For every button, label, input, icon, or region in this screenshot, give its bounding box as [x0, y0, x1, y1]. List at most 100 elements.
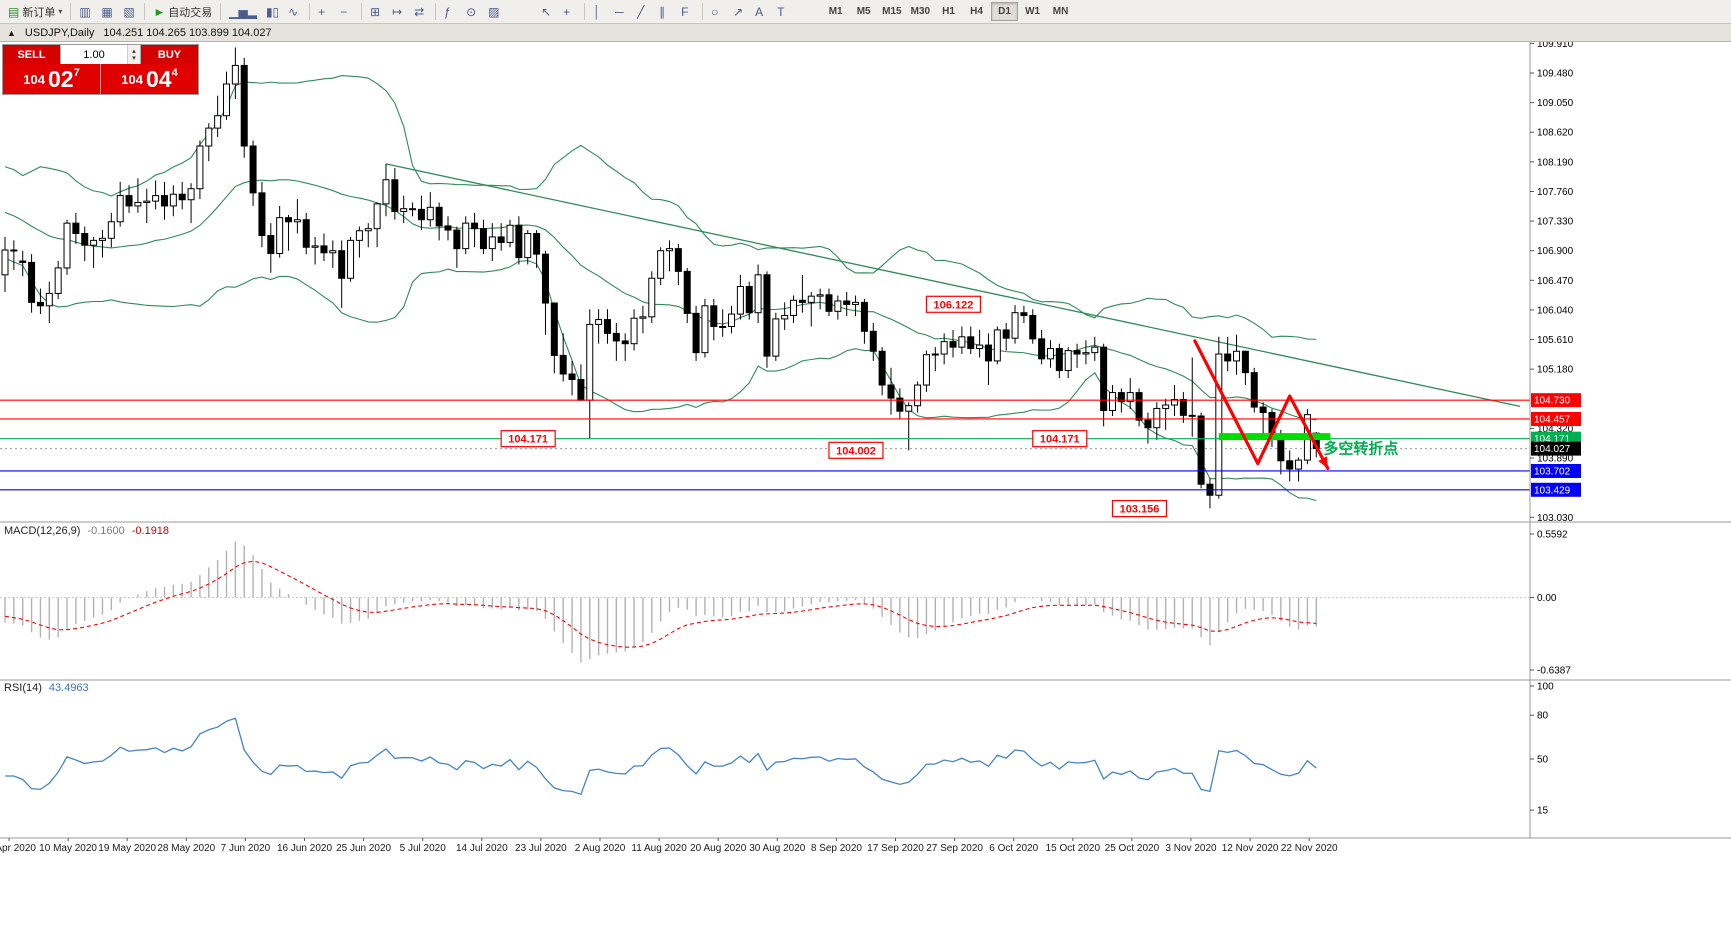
svg-text:25 Jun 2020: 25 Jun 2020: [336, 843, 391, 854]
text-icon: A: [755, 4, 764, 19]
buy-button[interactable]: BUY: [141, 45, 198, 64]
chart-canvas[interactable]: 109.910 109.480 109.050 108.620 108.190 107.7…: [0, 42, 1731, 944]
text-button[interactable]: A: [751, 2, 772, 22]
zigzag-arrow-annotation[interactable]: [1193, 339, 1330, 470]
svg-text:7 Jun 2020: 7 Jun 2020: [221, 843, 271, 854]
macd-value-signal: -0.1918: [131, 525, 170, 537]
zoom-in-icon: +: [318, 4, 326, 19]
svg-text:20 Aug 2020: 20 Aug 2020: [690, 843, 747, 854]
candlestick-chart-button[interactable]: ▮▯: [262, 2, 283, 22]
shapes-button[interactable]: ○: [707, 2, 728, 22]
line-chart-button[interactable]: ∿: [284, 2, 305, 22]
volume-down-icon[interactable]: ▾: [132, 54, 136, 62]
price-callout-boxes[interactable]: 106.122 104.171 104.002 104.171 103.156: [500, 295, 1168, 518]
buy-price[interactable]: 104 04 4: [101, 64, 198, 94]
volume-up-icon[interactable]: ▴: [132, 47, 136, 55]
svg-text:104.730: 104.730: [1534, 396, 1571, 407]
svg-text:104.171: 104.171: [508, 434, 548, 446]
rsi-value: 43.4963: [48, 682, 89, 694]
auto-trading-button[interactable]: ► 自动交易: [149, 2, 216, 22]
collapse-panel-icon[interactable]: ▲: [7, 27, 16, 38]
svg-text:103.702: 103.702: [1534, 466, 1571, 477]
svg-text:多空转折点: 多空转折点: [1323, 439, 1398, 457]
toolbar-separator: [584, 3, 586, 20]
bar-chart-button[interactable]: ▁▅▂: [225, 2, 261, 22]
timeframe-d1-button[interactable]: D1: [991, 2, 1019, 21]
candlestick-chart-icon: ▮▯: [265, 4, 280, 19]
new-order-icon: ▤: [8, 4, 20, 19]
svg-text:106.122: 106.122: [934, 299, 974, 311]
arrows-button[interactable]: ↗: [729, 2, 750, 22]
timeframe-w1-button[interactable]: W1: [1019, 2, 1046, 21]
toolbar-separator: [361, 3, 363, 20]
svg-text:28 May 2020: 28 May 2020: [157, 843, 215, 854]
svg-text:15 Oct 2020: 15 Oct 2020: [1046, 843, 1101, 854]
indicators-button[interactable]: ƒ: [440, 2, 461, 22]
svg-text:14 Jul 2020: 14 Jul 2020: [456, 843, 508, 854]
auto-scroll-icon: ↦: [392, 4, 403, 19]
main-toolbar: ▤ 新订单 ▾ ▥ ▦ ▧ ► 自动交易 ▁▅▂ ▮▯ ∿ + − ⊞ ↦ ⇄ ƒ ⊙ ▨ ↖ + │ ─ ╱ ∥ F ○ ↗ A T M1…: [0, 0, 1731, 24]
volume-input[interactable]: [61, 45, 127, 64]
sell-price[interactable]: 104 02 7: [3, 64, 101, 94]
timeframe-m15-button[interactable]: M15: [878, 2, 905, 21]
zoom-in-button[interactable]: +: [314, 2, 335, 22]
svg-text:25 Oct 2020: 25 Oct 2020: [1105, 843, 1160, 854]
timeframe-m5-button[interactable]: M5: [850, 2, 877, 21]
svg-text:8 Sep 2020: 8 Sep 2020: [811, 843, 863, 854]
data-window-button[interactable]: ▦: [97, 2, 118, 22]
vertical-line-button[interactable]: │: [589, 2, 610, 22]
auto-scroll-button[interactable]: ↦: [388, 2, 409, 22]
svg-text:0.5592: 0.5592: [1537, 530, 1568, 541]
svg-text:108.620: 108.620: [1537, 128, 1574, 139]
trendline-button[interactable]: ╱: [633, 2, 654, 22]
svg-text:104.171: 104.171: [1534, 434, 1571, 445]
templates-button[interactable]: ▨: [484, 2, 505, 22]
new-order-button[interactable]: ▤ 新订单 ▾: [4, 2, 66, 22]
chart-symbol-label: USDJPY,Daily: [24, 26, 95, 39]
descending-trendline[interactable]: [385, 163, 1521, 408]
toolbar-separator: [70, 3, 72, 20]
crosshair-button[interactable]: +: [559, 2, 580, 22]
data-window-icon: ▦: [101, 4, 113, 19]
cursor-button[interactable]: ↖: [537, 2, 558, 22]
equidistant-channel-button[interactable]: ∥: [655, 2, 676, 22]
templates-icon: ▨: [488, 4, 500, 19]
sell-price-big: 104: [23, 71, 45, 87]
tile-windows-button[interactable]: ⊞: [366, 2, 387, 22]
svg-text:106.470: 106.470: [1537, 276, 1574, 287]
macd-name: MACD(12,26,9): [4, 525, 81, 537]
macd-indicator-label: MACD(12,26,9) -0.1600 -0.1918: [4, 525, 169, 537]
timeframe-h4-button[interactable]: H4: [963, 2, 990, 21]
zoom-out-button[interactable]: −: [336, 2, 357, 22]
sell-button[interactable]: SELL: [3, 45, 60, 64]
timeframe-h1-button[interactable]: H1: [935, 2, 962, 21]
svg-text:106.900: 106.900: [1537, 246, 1574, 257]
svg-text:106.040: 106.040: [1537, 305, 1574, 316]
toolbar-separator: [702, 3, 704, 20]
svg-text:109.050: 109.050: [1537, 98, 1574, 109]
svg-text:107.760: 107.760: [1537, 187, 1574, 198]
timeframe-m30-button[interactable]: M30: [907, 2, 934, 21]
fibonacci-button[interactable]: F: [677, 2, 698, 22]
market-watch-button[interactable]: ▥: [75, 2, 96, 22]
rsi-name: RSI(14): [4, 682, 42, 694]
timeframe-mn-button[interactable]: MN: [1047, 2, 1074, 21]
turning-point-note[interactable]: 多空转折点: [1323, 439, 1398, 457]
equidistant-channel-icon: ∥: [659, 4, 666, 19]
toolbar-separator: [309, 3, 311, 20]
volume-stepper: ▴ ▾: [60, 45, 141, 64]
tile-windows-icon: ⊞: [370, 4, 381, 19]
svg-text:2 Aug 2020: 2 Aug 2020: [575, 843, 626, 854]
chart-shift-button[interactable]: ⇄: [410, 2, 431, 22]
periods-button[interactable]: ⊙: [462, 2, 483, 22]
text-label-icon: T: [777, 4, 785, 19]
svg-text:50: 50: [1537, 755, 1549, 766]
chart-shift-icon: ⇄: [414, 4, 425, 19]
buy-price-pips: 04: [145, 65, 172, 92]
timeframe-m1-button[interactable]: M1: [822, 2, 849, 21]
text-label-button[interactable]: T: [773, 2, 794, 22]
svg-text:11 Aug 2020: 11 Aug 2020: [631, 843, 687, 854]
navigator-button[interactable]: ▧: [119, 2, 140, 22]
horizontal-line-button[interactable]: ─: [611, 2, 632, 22]
